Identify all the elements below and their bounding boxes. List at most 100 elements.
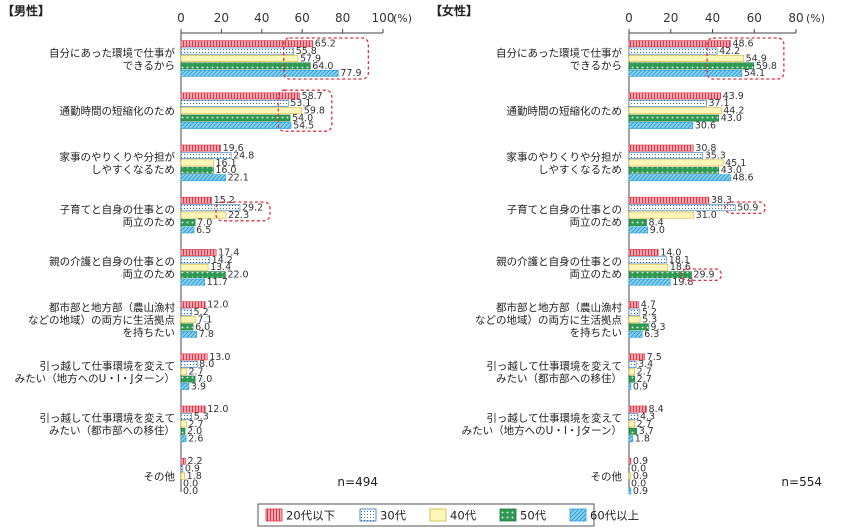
category-label: 子育てと自身の仕事との両立のため xyxy=(60,203,175,229)
category-label: 都市部と地方部（農山漁村などの地域）の両方に生活拠点を持ちたい xyxy=(475,301,622,339)
bar xyxy=(628,219,647,226)
bar xyxy=(180,383,190,390)
bar xyxy=(180,249,217,256)
value-label: 54.0 xyxy=(292,113,313,124)
bar xyxy=(180,368,187,376)
value-label: 48.6 xyxy=(732,173,753,184)
value-label: 12.0 xyxy=(207,300,228,311)
bar xyxy=(180,174,226,182)
value-label: 6.3 xyxy=(644,329,659,340)
value-label: 43.0 xyxy=(721,113,742,124)
value-label: 31.0 xyxy=(696,210,717,221)
category-label: 家事のやりくりや分担がしやすくなるため xyxy=(507,151,623,177)
bar xyxy=(180,427,186,435)
value-label: 2.7 xyxy=(188,419,203,430)
bar xyxy=(628,383,632,390)
bar xyxy=(180,420,187,428)
value-label: 0.9 xyxy=(185,464,200,475)
value-label: 37.1 xyxy=(708,98,729,109)
bar xyxy=(180,196,213,204)
value-label: 38.3 xyxy=(711,195,732,206)
value-label: 4.3 xyxy=(640,411,655,422)
bar xyxy=(628,152,703,159)
bar xyxy=(628,122,694,129)
bar xyxy=(180,226,195,234)
highlight-box xyxy=(215,201,271,222)
bar xyxy=(628,368,635,376)
bar xyxy=(628,99,707,107)
bar xyxy=(180,159,214,167)
value-label: 30.6 xyxy=(695,120,716,131)
bar xyxy=(180,211,227,219)
legend-swatch xyxy=(429,508,447,522)
value-label: 8.4 xyxy=(649,217,664,228)
bar xyxy=(180,323,194,331)
legend-label: 30代 xyxy=(380,509,407,523)
bar xyxy=(180,263,209,271)
bar xyxy=(180,69,339,77)
bar xyxy=(628,174,731,182)
bar xyxy=(628,226,649,234)
value-label: 29.9 xyxy=(693,270,714,281)
x-tick-label: 60 xyxy=(747,11,762,25)
sample-size-label: n=554 xyxy=(781,475,822,489)
category-label: 自分にあった環境で仕事ができるから xyxy=(496,46,622,72)
category-label: その他 xyxy=(144,470,176,483)
bar xyxy=(628,405,647,413)
value-label: 2.7 xyxy=(188,367,203,378)
value-label: 3.7 xyxy=(639,426,654,437)
value-label: 5.3 xyxy=(642,314,657,325)
x-tick-label: 20 xyxy=(214,11,229,25)
bar xyxy=(180,316,196,323)
value-label: 30.8 xyxy=(695,143,716,154)
bar xyxy=(628,62,755,70)
category-label: 自分にあった環境で仕事ができるから xyxy=(49,46,175,72)
value-label: 2.7 xyxy=(637,374,652,385)
value-label: 22.3 xyxy=(228,210,249,221)
category-label: 都市部と地方部（農山漁村などの地域）の両方に生活拠点を持ちたい xyxy=(28,301,175,339)
bar xyxy=(180,219,196,226)
bar xyxy=(180,47,295,55)
category-label: 親の介護と自身の仕事との両立のため xyxy=(496,255,622,281)
value-label: 42.2 xyxy=(719,46,740,57)
value-label: 9.0 xyxy=(650,225,665,236)
bar xyxy=(180,413,193,420)
bar xyxy=(628,196,710,204)
legend-swatch xyxy=(359,508,377,522)
x-tick-label: 100 xyxy=(372,11,395,25)
bar xyxy=(628,159,724,167)
bar xyxy=(180,122,292,129)
bar xyxy=(628,166,720,174)
value-label: 0.9 xyxy=(633,486,648,497)
female-panel-title: 【女性】 xyxy=(430,4,479,18)
bar xyxy=(628,420,635,428)
unit-label: (%) xyxy=(806,12,825,25)
value-label: 45.1 xyxy=(725,158,746,169)
bar xyxy=(628,472,632,480)
bar xyxy=(180,435,187,443)
value-label: 11.7 xyxy=(207,277,228,288)
value-label: 54.9 xyxy=(746,53,767,64)
legend-label: 60代以上 xyxy=(590,509,639,523)
bar xyxy=(180,465,184,473)
value-label: 19.6 xyxy=(223,143,244,154)
value-label: 2.6 xyxy=(188,434,203,445)
bar xyxy=(628,69,743,77)
value-label: 16.1 xyxy=(216,158,237,169)
value-label: 43.0 xyxy=(721,165,742,176)
legend-swatch xyxy=(265,508,283,522)
bar xyxy=(180,472,185,480)
value-label: 0.9 xyxy=(633,381,648,392)
value-label: 0.0 xyxy=(183,478,198,489)
bar xyxy=(628,144,694,152)
bar xyxy=(628,204,736,212)
bar xyxy=(180,360,198,368)
category-label: 引っ越して仕事環境を変えてみたい（地方へのU・I・Jターン） xyxy=(462,412,622,438)
value-label: 64.0 xyxy=(312,61,333,72)
value-label: 7.1 xyxy=(197,314,212,325)
x-tick-label: 40 xyxy=(254,11,269,25)
value-label: 0.9 xyxy=(633,471,648,482)
value-label: 58.7 xyxy=(302,91,323,102)
bar xyxy=(180,55,299,62)
value-label: 17.4 xyxy=(218,247,239,258)
